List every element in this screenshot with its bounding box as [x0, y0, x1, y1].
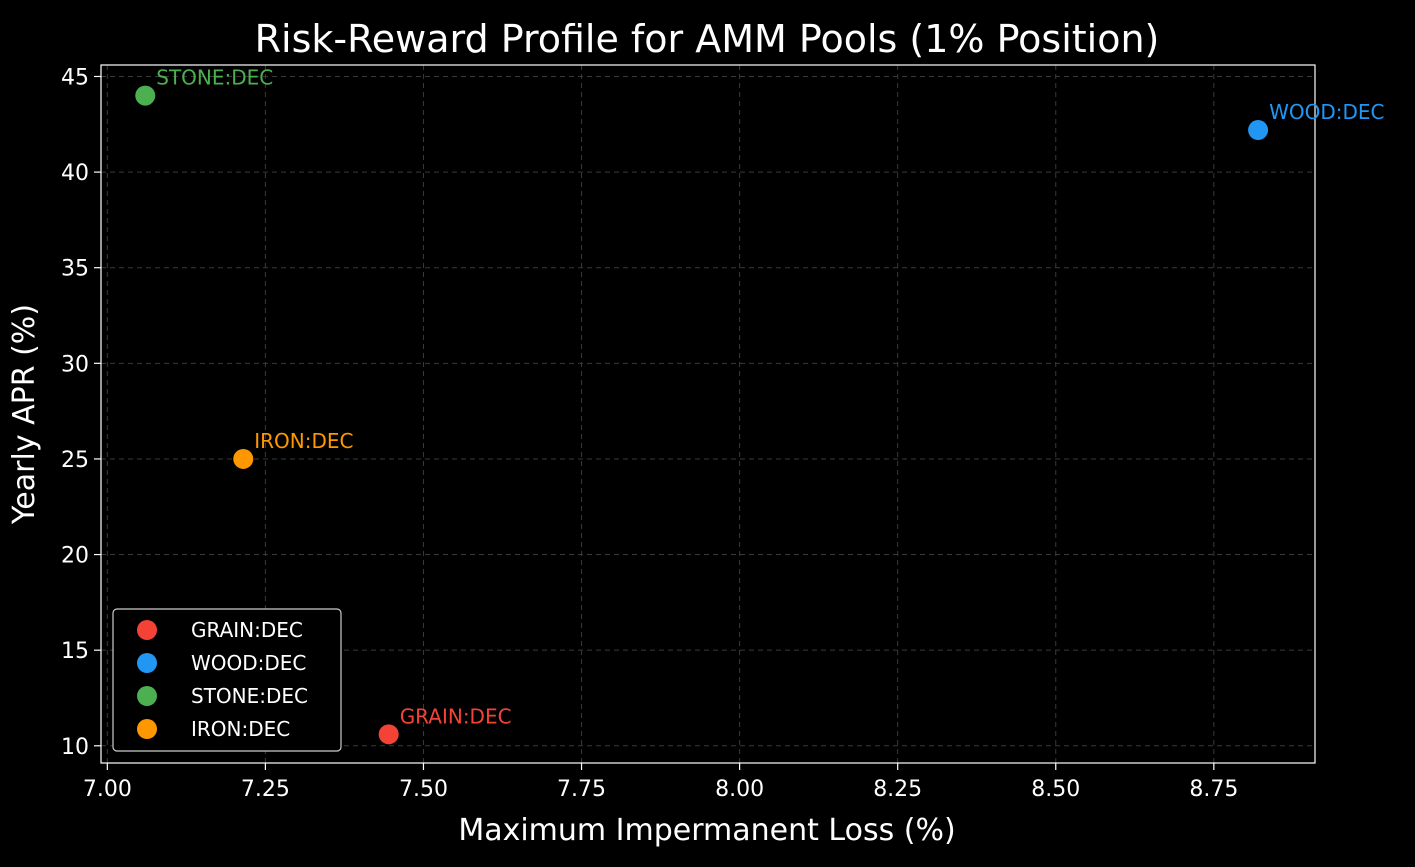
y-tick-label: 15: [61, 639, 89, 664]
chart-title: Risk-Reward Profile for AMM Pools (1% Po…: [255, 17, 1160, 61]
y-axis-label: Yearly APR (%): [7, 304, 42, 525]
x-tick-label: 8.25: [873, 777, 922, 802]
y-tick-label: 35: [61, 257, 89, 282]
point-label: WOOD:DEC: [1269, 100, 1384, 124]
point-wood: [1248, 120, 1269, 141]
y-tick-label: 20: [61, 544, 89, 569]
legend-entry: IRON:DEC: [191, 717, 290, 741]
y-axis-ticks: 10 15 20 25 30 35 40 45: [61, 65, 101, 760]
y-tick-label: 40: [61, 161, 89, 186]
legend-marker: [137, 620, 157, 640]
x-tick-label: 8.75: [1189, 777, 1238, 802]
point-label: IRON:DEC: [254, 429, 353, 453]
legend-marker: [137, 653, 157, 673]
legend-box: [112, 608, 342, 752]
point-grain: [378, 724, 399, 745]
x-axis-ticks: 7.00 7.25 7.50 7.75 8.00 8.25 8.50 8.75: [83, 763, 1238, 802]
data-points: GRAIN:DEC WOOD:DEC STONE:DEC IRON:DEC: [135, 66, 1385, 745]
x-tick-label: 8.50: [1031, 777, 1080, 802]
legend-entry: WOOD:DEC: [191, 651, 306, 675]
x-tick-label: 7.25: [241, 777, 290, 802]
legend: GRAIN:DEC WOOD:DEC STONE:DEC IRON:DEC: [112, 608, 342, 752]
y-tick-label: 45: [61, 65, 89, 90]
legend-marker: [137, 719, 157, 739]
legend-entry: GRAIN:DEC: [191, 618, 303, 642]
x-tick-label: 7.75: [557, 777, 606, 802]
point-iron: [233, 448, 254, 469]
y-tick-label: 10: [61, 735, 89, 760]
y-tick-label: 25: [61, 448, 89, 473]
point-label: STONE:DEC: [156, 66, 273, 90]
x-axis-label: Maximum Impermanent Loss (%): [458, 813, 955, 848]
point-stone: [135, 85, 156, 106]
legend-marker: [137, 686, 157, 706]
y-tick-label: 30: [61, 352, 89, 377]
plot-area-frame: [100, 64, 1316, 764]
x-tick-label: 7.00: [83, 777, 132, 802]
x-tick-label: 7.50: [399, 777, 448, 802]
legend-entry: STONE:DEC: [191, 684, 308, 708]
x-tick-label: 8.00: [715, 777, 764, 802]
point-label: GRAIN:DEC: [400, 704, 512, 728]
